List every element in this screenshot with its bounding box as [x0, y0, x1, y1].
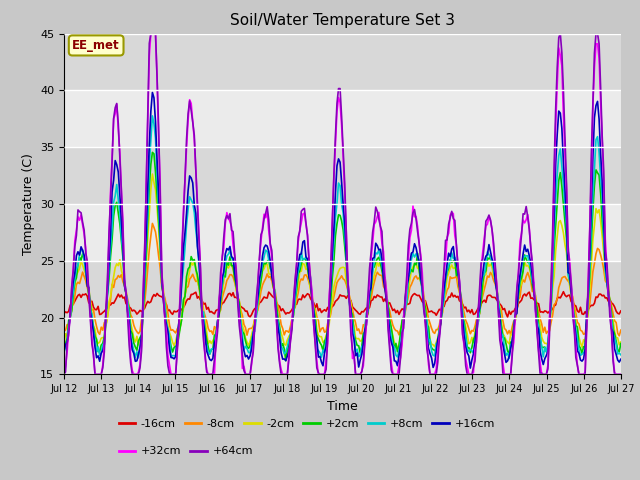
-16cm [226, 290, 234, 296]
Y-axis label: Temperature (C): Temperature (C) [22, 153, 35, 255]
+16cm [148, 90, 156, 96]
-16cm [589, 302, 596, 308]
Line: +64cm: +64cm [64, 34, 621, 374]
+64cm [588, 151, 595, 157]
-8cm [588, 285, 595, 291]
-16cm [559, 289, 567, 295]
-2cm [246, 338, 254, 344]
-8cm [228, 272, 236, 277]
+32cm [588, 174, 595, 180]
-8cm [246, 325, 254, 331]
-2cm [228, 262, 236, 268]
+32cm [60, 372, 68, 377]
+16cm [255, 276, 263, 282]
+32cm [255, 256, 263, 262]
+8cm [305, 267, 313, 273]
+2cm [129, 331, 136, 337]
+8cm [246, 350, 254, 356]
+16cm [60, 349, 68, 355]
-16cm [303, 291, 311, 297]
Title: Soil/Water Temperature Set 3: Soil/Water Temperature Set 3 [230, 13, 455, 28]
+32cm [305, 257, 313, 263]
Line: -16cm: -16cm [64, 292, 621, 317]
+16cm [617, 356, 625, 362]
+2cm [282, 358, 290, 364]
+2cm [228, 263, 236, 268]
Line: +2cm: +2cm [64, 152, 621, 361]
-2cm [305, 277, 313, 283]
+2cm [617, 341, 625, 347]
-16cm [129, 308, 136, 314]
+8cm [589, 191, 596, 197]
+2cm [589, 207, 596, 213]
-8cm [616, 333, 623, 339]
-16cm [60, 311, 68, 316]
-2cm [255, 291, 263, 297]
+8cm [228, 255, 236, 261]
+2cm [307, 282, 314, 288]
+2cm [148, 149, 156, 155]
+32cm [228, 224, 236, 229]
+16cm [246, 353, 254, 359]
+64cm [60, 372, 68, 377]
-2cm [129, 327, 136, 333]
-8cm [148, 220, 156, 226]
Line: -8cm: -8cm [64, 223, 621, 336]
+32cm [246, 372, 254, 377]
+8cm [129, 341, 136, 347]
+64cm [305, 259, 313, 264]
-16cm [504, 314, 511, 320]
+16cm [467, 365, 474, 371]
+64cm [129, 372, 136, 377]
-16cm [617, 308, 625, 314]
+8cm [506, 356, 513, 361]
+64cm [255, 255, 263, 261]
+32cm [617, 372, 625, 377]
+32cm [129, 368, 136, 373]
Line: +32cm: +32cm [64, 34, 621, 374]
+16cm [228, 254, 236, 260]
-8cm [255, 298, 263, 304]
Bar [64, 34, 621, 90]
+8cm [60, 350, 68, 356]
Line: -2cm: -2cm [64, 174, 621, 348]
Bar [64, 90, 621, 147]
+8cm [148, 113, 156, 119]
+16cm [589, 154, 596, 160]
-2cm [617, 339, 625, 345]
Bar [64, 318, 621, 374]
-16cm [254, 303, 262, 309]
Bar [64, 204, 621, 261]
+32cm [147, 31, 155, 36]
Bar [64, 147, 621, 204]
-2cm [394, 345, 401, 350]
+8cm [617, 352, 625, 358]
Text: EE_met: EE_met [72, 39, 120, 52]
+2cm [60, 348, 68, 353]
-2cm [589, 237, 596, 242]
Legend: +32cm, +64cm: +32cm, +64cm [114, 442, 257, 461]
X-axis label: Time: Time [327, 400, 358, 413]
Line: +16cm: +16cm [64, 93, 621, 368]
+2cm [255, 287, 263, 293]
+16cm [129, 347, 136, 353]
+64cm [147, 31, 155, 36]
-16cm [244, 313, 252, 319]
+64cm [617, 372, 625, 377]
-8cm [129, 315, 136, 321]
-2cm [60, 342, 68, 348]
Line: +8cm: +8cm [64, 116, 621, 359]
+2cm [246, 343, 254, 348]
+16cm [305, 275, 313, 280]
+8cm [255, 279, 263, 285]
Bar [64, 261, 621, 318]
-8cm [305, 279, 313, 285]
-2cm [148, 171, 156, 177]
+64cm [228, 227, 236, 233]
-8cm [617, 327, 625, 333]
+64cm [246, 372, 254, 377]
-8cm [60, 328, 68, 334]
